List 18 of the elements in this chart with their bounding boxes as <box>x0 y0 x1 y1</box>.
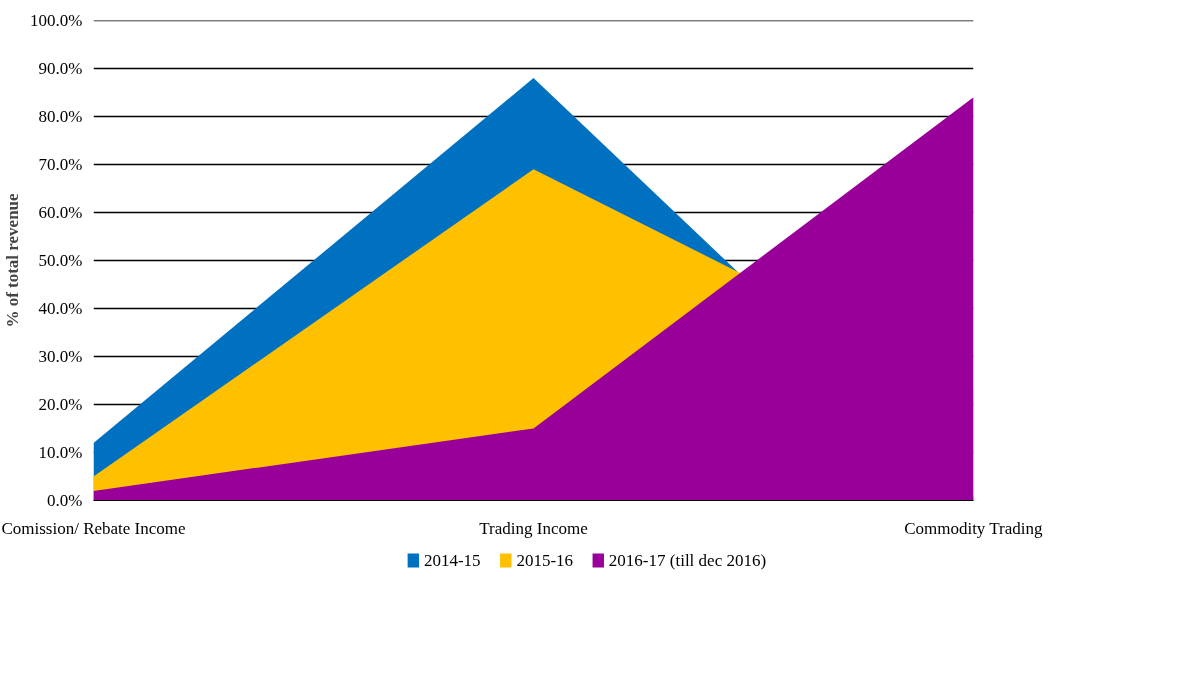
y-tick-label: 60.0% <box>38 203 83 222</box>
y-tick-label: 10.0% <box>38 443 83 462</box>
y-tick-label: 50.0% <box>38 251 83 270</box>
y-tick-label: 20.0% <box>38 395 83 414</box>
legend-label: 2014-15 <box>423 551 481 570</box>
x-tick-label: Comission/ Rebate Income <box>1 518 186 538</box>
x-tick-label: Commodity Trading <box>904 518 1044 538</box>
legend-label: 2016-17 (till dec 2016) <box>608 551 767 570</box>
y-tick-label: 70.0% <box>38 155 83 174</box>
y-axis-title: % of total revenue <box>3 192 23 328</box>
y-tick-label: 0.0% <box>47 491 83 510</box>
x-tick-label: Trading Income <box>479 518 588 538</box>
y-tick-label: 100.0% <box>30 11 83 30</box>
y-tick-label: 40.0% <box>38 299 83 318</box>
legend-label: 2015-16 <box>516 551 574 570</box>
y-tick-label: 90.0% <box>38 59 83 78</box>
y-tick-label: 30.0% <box>38 347 83 366</box>
y-tick-label: 80.0% <box>38 107 83 126</box>
